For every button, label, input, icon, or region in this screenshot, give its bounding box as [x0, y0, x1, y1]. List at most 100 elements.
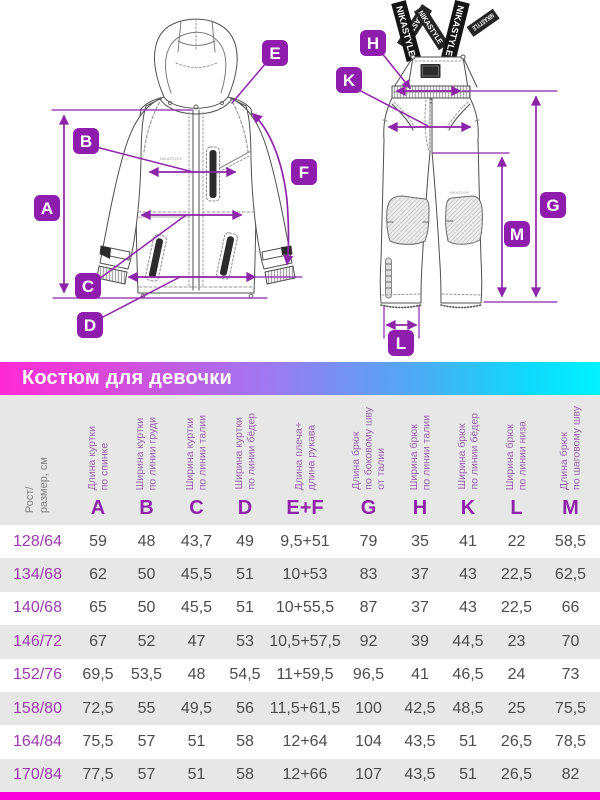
value-cell: 51 [236, 566, 254, 584]
value-cell: 10+53 [282, 566, 328, 584]
size-cell: 164/84 [13, 732, 62, 750]
value-cell: 43,5 [404, 732, 436, 750]
value-cell: 22,5 [500, 566, 533, 584]
table-row-152/76: 152/76 69,5 53,5 48 54,5 11+59,5 96,5 41 46,5 24 7… [0, 659, 600, 692]
value-cell: 58 [236, 766, 254, 784]
value-cell: 10,5+57,5 [269, 632, 341, 650]
value-cell: 46,5 [452, 666, 484, 684]
column-header-H: Ширина брюк по линии талии H [396, 395, 444, 525]
column-description: Длина плеча+ длина рукава [292, 421, 317, 490]
value-cell: 57 [137, 766, 156, 784]
value-cell: 87 [359, 599, 378, 617]
value-cell: 35 [411, 532, 429, 550]
value-cell: 66 [561, 599, 580, 617]
value-cell: 41 [459, 532, 477, 550]
value-cell: 59 [89, 532, 107, 550]
measure-label-D: D [77, 312, 103, 338]
value-cell: 50 [137, 599, 156, 617]
table-row-140/68: 140/68 65 50 45,5 51 10+55,5 87 37 43 22,5 66 [0, 592, 600, 625]
table-row-170/84: 170/84 77,5 57 51 58 12+66 107 43,5 51 26,5 82 [0, 758, 600, 792]
column-header-B: Ширина куртки по линии груди B [121, 395, 172, 525]
value-cell: 41 [411, 666, 429, 684]
table-row-134/68: 134/68 62 50 45,5 51 10+53 83 37 43 22,5 62,5 [0, 558, 600, 592]
value-cell: 11,5+61,5 [269, 699, 341, 717]
column-header-size: Рост/ размер, см [0, 395, 75, 525]
value-cell: 107 [355, 766, 382, 784]
value-cell: 96,5 [352, 666, 385, 684]
value-cell: 75,5 [554, 699, 587, 717]
column-description: Длина куртки по спинке [85, 425, 110, 490]
measure-labels: A B C D E F H K G M L [34, 30, 566, 356]
column-letter: L [510, 497, 523, 519]
value-cell: 45,5 [180, 599, 213, 617]
column-letter: C [189, 497, 204, 519]
title-banner: Костюм для девочки [0, 362, 600, 395]
value-cell: 37 [411, 599, 429, 617]
table-row-128/64: 128/64 59 48 43,7 49 9,5+51 79 35 41 22 58,5 [0, 525, 600, 558]
drawings-svg: NIKASTYLE NIKASTYLE NIKASTYLE NIKASTYLE … [34, 0, 566, 356]
value-cell: 26,5 [500, 766, 533, 784]
size-cell: 158/80 [13, 699, 62, 717]
svg-text:F: F [299, 163, 309, 182]
column-header-G: Длина брюк по боковому шву от талии G [341, 395, 396, 525]
column-letter: M [562, 497, 579, 519]
size-cell: 170/84 [13, 766, 62, 784]
value-cell: 69,5 [82, 666, 114, 684]
value-cell: 53 [236, 632, 254, 650]
size-cell: 146/72 [13, 632, 62, 650]
table-row-158/80: 158/80 72,5 55 49,5 56 11,5+61,5 100 42,5 48,5 25… [0, 691, 600, 726]
column-description: Длина брюк по боковому шву от талии [349, 407, 387, 490]
measure-label-A: A [34, 195, 60, 221]
value-cell: 77,5 [82, 766, 114, 784]
value-cell: 49 [236, 532, 254, 550]
column-description: Ширина брюк по линии талии [407, 414, 432, 490]
svg-text:A: A [41, 199, 53, 218]
value-cell: 58,5 [554, 532, 587, 550]
value-cell: 12+64 [282, 732, 328, 750]
column-letter: E+F [286, 497, 324, 519]
value-cell: 48 [187, 666, 206, 684]
value-cell: 92 [359, 632, 378, 650]
column-header-E+F: Длина плеча+ длина рукава E+F [269, 395, 341, 525]
value-cell: 57 [137, 732, 156, 750]
brand-text-pants: NIKASTYLE [450, 191, 470, 195]
svg-text:C: C [82, 277, 94, 296]
value-cell: 100 [355, 699, 382, 717]
measure-label-K: K [336, 67, 362, 93]
column-header-D: Ширина куртки по линии бёдер D [221, 395, 269, 525]
column-letter: D [237, 497, 253, 519]
measurement-annotations [51, 51, 558, 339]
size-cell: 140/68 [13, 599, 62, 617]
column-letter: K [460, 497, 476, 519]
measure-label-E: E [262, 40, 288, 66]
size-cell: 134/68 [13, 566, 62, 584]
value-cell: 48,5 [452, 699, 484, 717]
svg-text:G: G [546, 196, 559, 215]
column-header-M: Длина брюк по шаговому шву M [541, 395, 600, 525]
value-cell: 24 [507, 666, 526, 684]
column-description: Ширина куртки по линии бёдер [232, 413, 257, 490]
column-letter: A [90, 497, 106, 519]
value-cell: 62,5 [554, 566, 587, 584]
value-cell: 25 [507, 699, 526, 717]
column-header-K: Ширина брюк по линии бёдер K [444, 395, 492, 525]
svg-text:M: M [510, 225, 524, 244]
measure-label-M: M [504, 221, 530, 247]
svg-text:E: E [269, 44, 280, 63]
value-cell: 51 [459, 732, 477, 750]
value-cell: 72,5 [82, 699, 114, 717]
size-table-body: 128/64 59 48 43,7 49 9,5+51 79 35 41 22 58,5 134/68… [0, 525, 600, 792]
size-table: Рост/ размер, см Длина куртки по спинке A… [0, 395, 600, 792]
value-cell: 44,5 [452, 632, 484, 650]
value-cell: 55 [137, 699, 156, 717]
value-cell: 51 [236, 599, 254, 617]
value-cell: 23 [507, 632, 526, 650]
page-title: Костюм для девочки [22, 367, 232, 389]
column-description: Ширина куртки по линии груди [134, 416, 159, 490]
value-cell: 43 [459, 566, 477, 584]
value-cell: 78,5 [554, 732, 587, 750]
suspender-strap: NIKASTYLE NIKASTYLE NIKASTYLE NIKASTYLE … [391, 0, 500, 62]
value-cell: 12+66 [282, 766, 328, 784]
svg-text:H: H [367, 34, 379, 53]
